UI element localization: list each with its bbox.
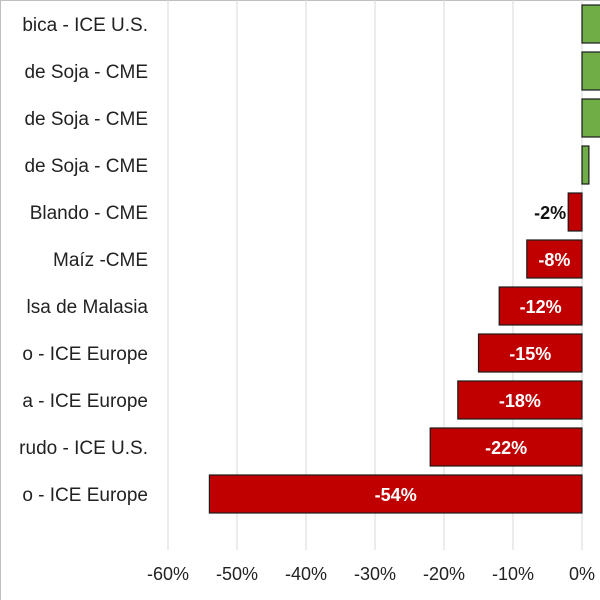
bar-10 (208, 474, 583, 514)
data-label-6: -12% (520, 297, 562, 317)
bar-1 (581, 51, 600, 91)
category-label-3: de Soja - CME (24, 156, 148, 177)
category-label-8: a - ICE Europe (22, 391, 148, 412)
data-labels: 71-2%-8%-12%-15%-18%-22%-54% (375, 156, 600, 505)
x-tick-label-6: 0% (569, 564, 595, 584)
bar-7 (477, 333, 583, 373)
category-label-1: de Soja - CME (24, 62, 148, 83)
bar-0 (581, 4, 600, 44)
bar-3 (581, 145, 590, 185)
bar-2 (581, 98, 600, 138)
x-tick-label-4: -20% (423, 564, 465, 584)
data-label-7: -15% (509, 344, 551, 364)
data-label-9: -22% (485, 438, 527, 458)
gridlines (167, 0, 583, 550)
category-label-5: Maíz -CME (53, 250, 148, 271)
category-label-0: bica - ICE U.S. (22, 15, 148, 36)
data-label-10: -54% (375, 485, 417, 505)
x-axis-tick-labels: -60% -50% -40% -30% -20% -10% 0% (147, 564, 595, 584)
bar-4 (567, 192, 583, 232)
bar-5 (526, 239, 583, 279)
category-label-7: o - ICE Europe (22, 344, 148, 365)
x-tick-label-3: -30% (354, 564, 396, 584)
category-label-9: rudo - ICE U.S. (19, 438, 148, 459)
data-label-5: -8% (538, 250, 570, 270)
x-tick-label-5: -10% (492, 564, 534, 584)
data-label-4: -2% (534, 203, 566, 223)
category-label-10: o - ICE Europe (22, 485, 148, 506)
x-tick-label-2: -40% (285, 564, 327, 584)
bar-6 (498, 286, 583, 326)
bar-9 (429, 427, 583, 467)
x-tick-label-0: -60% (147, 564, 189, 584)
category-label-4: Blando - CME (30, 203, 148, 224)
category-label-2: de Soja - CME (24, 109, 148, 130)
bar-8 (457, 380, 583, 420)
data-label-8: -18% (499, 391, 541, 411)
data-label-3: 1 (599, 156, 600, 176)
category-labels: bica - ICE U.S. de Soja - CME de Soja - CM… (19, 15, 148, 506)
x-tick-label-1: -50% (216, 564, 258, 584)
bars (208, 4, 600, 514)
category-label-6: lsa de Malasia (27, 297, 149, 318)
